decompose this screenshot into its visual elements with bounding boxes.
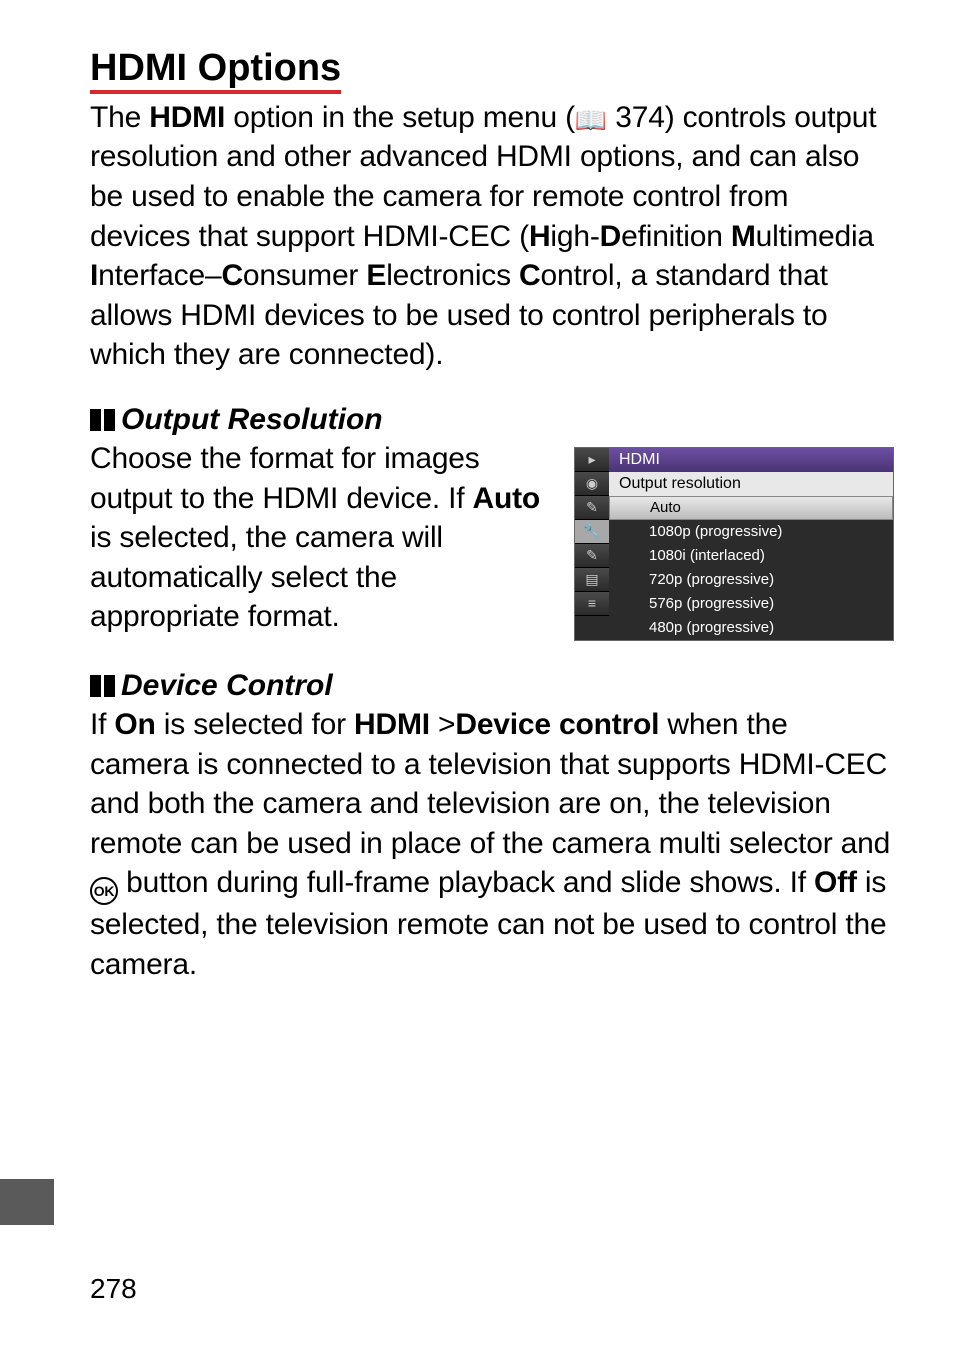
menu-tab: ◉ — [575, 472, 609, 496]
device-control-heading: Device Control — [90, 669, 894, 703]
device-control-section: Device Control If On is selected for HDM… — [90, 669, 894, 985]
heading-text: Device Control — [121, 669, 333, 703]
menu-tab: 🔧 — [575, 520, 609, 544]
text: lectronics — [386, 259, 519, 292]
menu-item: 1080p (progressive) — [609, 520, 893, 544]
bold-h: H — [529, 220, 550, 253]
text: efinition — [621, 220, 731, 253]
text: button during full-frame playback and sl… — [118, 866, 814, 899]
menu-tab: ✎ — [575, 544, 609, 568]
text: option in the setup menu ( — [225, 101, 575, 134]
text: nterface– — [98, 259, 221, 292]
bold-off: Off — [814, 866, 857, 899]
bold-e: E — [366, 259, 386, 292]
hdmi-menu-screenshot: ▸ ◉ ✎ 🔧 ✎ ▤ ≡ HDMI Output resolution Aut… — [574, 447, 894, 641]
bullet-icon — [90, 675, 115, 697]
text: > — [430, 708, 455, 741]
text: is selected for — [156, 708, 354, 741]
output-resolution-text: Choose the format for images output to t… — [90, 439, 554, 637]
intro-paragraph: The HDMI option in the setup menu (📖 374… — [90, 98, 894, 375]
bold-device-control: Device control — [455, 708, 659, 741]
device-control-text: If On is selected for HDMI >Device contr… — [90, 705, 894, 985]
menu-item: 720p (progressive) — [609, 568, 893, 592]
menu-item: Auto — [609, 496, 893, 520]
bold-d: D — [600, 220, 621, 253]
text: ultimedia — [756, 220, 874, 253]
menu-tabs: ▸ ◉ ✎ 🔧 ✎ ▤ ≡ — [575, 448, 609, 640]
text: If — [90, 708, 114, 741]
output-resolution-heading: Output Resolution — [90, 403, 894, 437]
bold-auto: Auto — [473, 482, 541, 515]
menu-tab: ≡ — [575, 592, 609, 616]
menu-items: Auto 1080p (progressive) 1080i (interlac… — [609, 496, 893, 640]
bold-c: C — [221, 259, 242, 292]
menu-item: 576p (progressive) — [609, 592, 893, 616]
text: The — [90, 101, 149, 134]
menu-item: 1080i (interlaced) — [609, 544, 893, 568]
bold-c2: C — [519, 259, 540, 292]
text: is selected, the camera will automatical… — [90, 521, 443, 633]
text: igh- — [550, 220, 599, 253]
menu-tab: ✎ — [575, 496, 609, 520]
bold-hdmi: HDMI — [149, 101, 225, 134]
heading-text: Output Resolution — [121, 403, 383, 437]
side-tab — [0, 1179, 54, 1225]
menu-tab: ▸ — [575, 448, 609, 472]
menu-tab: ▤ — [575, 568, 609, 592]
output-resolution-section: Output Resolution Choose the format for … — [90, 403, 894, 641]
bold-hdmi: HDMI — [354, 708, 430, 741]
bold-m: M — [731, 220, 756, 253]
menu-title: HDMI — [609, 448, 893, 472]
bullet-icon — [90, 409, 115, 431]
text: onsumer — [243, 259, 366, 292]
menu-subtitle: Output resolution — [609, 472, 893, 496]
bold-i: I — [90, 259, 98, 292]
menu-item: 480p (progressive) — [609, 616, 893, 640]
bold-on: On — [114, 708, 155, 741]
text: Choose the format for images output to t… — [90, 442, 480, 515]
section-heading: HDMI Options — [90, 48, 341, 94]
book-icon: 📖 — [575, 103, 607, 137]
page-number: 278 — [90, 1273, 137, 1305]
ok-button-icon: OK — [90, 877, 118, 905]
